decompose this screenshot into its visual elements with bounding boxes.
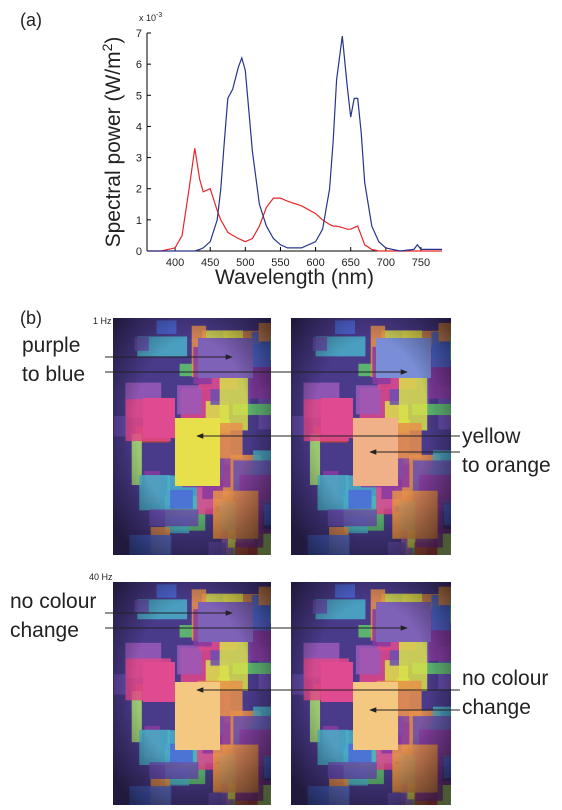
annotation: no colour — [462, 667, 548, 690]
y-tick-label: 4 — [136, 121, 142, 133]
x-tick-label: 650 — [342, 257, 360, 269]
y-tick-label: 5 — [136, 90, 142, 102]
photo-vignette — [113, 582, 271, 805]
text-part: x 10 — [139, 13, 156, 23]
annotation: to blue — [22, 363, 85, 386]
annotation: yellow — [462, 425, 521, 448]
series-line — [147, 36, 442, 252]
text-part: Spectral power (W/m — [102, 51, 125, 247]
x-tick-label: 400 — [166, 257, 184, 269]
y-tick-label: 1 — [136, 215, 142, 227]
x-tick-label: 500 — [236, 257, 254, 269]
y-tick-label: 2 — [136, 184, 142, 196]
photo-vignette — [291, 582, 451, 805]
series-line — [147, 148, 442, 252]
annotations: 1 Hz purple to blue yellow to orange 40 Hz no … — [10, 316, 551, 719]
annotation: no colour — [10, 590, 96, 613]
x-tick-label: 550 — [271, 257, 289, 269]
y-scale-label: x 10-3 — [139, 12, 162, 23]
chart: 0 1 2 3 4 5 6 7 400 450 500 550 600 650 700 750 x 10-3 Wa… — [99, 12, 442, 289]
text-part: -3 — [156, 12, 162, 19]
x-tick-label: 750 — [412, 257, 430, 269]
panel-label: (a) — [20, 10, 42, 30]
annotation: to orange — [462, 454, 551, 477]
y-tick-label: 7 — [136, 28, 142, 40]
x-axis-label: Wavelength (nm) — [215, 266, 374, 289]
y-tick-label: 6 — [136, 59, 142, 71]
y-axis-label: Spectral power (W/m2) — [99, 37, 125, 248]
frequency-label: 40 Hz — [89, 572, 113, 582]
annotation: purple — [22, 334, 80, 357]
x-tick-label: 450 — [201, 257, 219, 269]
annotation: change — [462, 696, 531, 719]
y-tick-label: 3 — [136, 153, 142, 165]
x-tick-label: 700 — [377, 257, 395, 269]
frequency-label: 1 Hz — [93, 316, 112, 326]
photos — [113, 318, 451, 805]
x-tick-label: 600 — [306, 257, 324, 269]
text-part: 2 — [99, 43, 115, 51]
y-tick-label: 0 — [136, 246, 142, 258]
text-part: ) — [102, 37, 125, 44]
panel-label: (b) — [20, 308, 42, 328]
annotation: change — [10, 619, 79, 642]
